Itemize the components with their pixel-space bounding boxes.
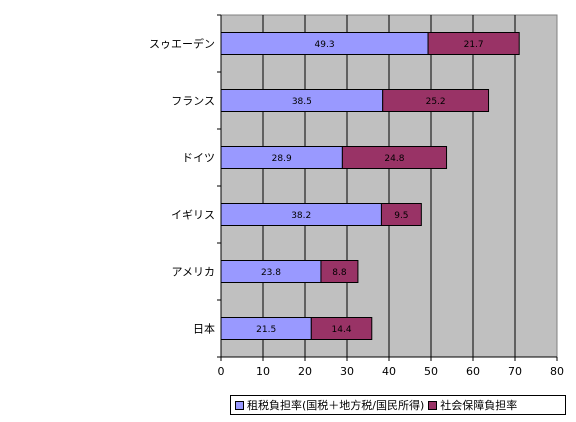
x-tick-label: 50 [424,365,438,378]
legend-label-tax: 租税負担率(国税＋地方税/国民所得) [247,399,425,412]
data-label: 9.5 [394,211,408,221]
legend-item-social: 社会保障負担率 [428,397,517,413]
legend-swatch-tax [235,400,244,410]
data-label: 21.5 [256,325,276,335]
legend-swatch-social [428,400,438,410]
bar-segment [310,317,373,340]
legend-label-social: 社会保障負担率 [440,399,518,412]
bar-segment [320,260,359,283]
x-tick-label: 40 [382,365,396,378]
x-tick-label: 70 [508,365,522,378]
x-tick-label: 0 [218,365,225,378]
data-label: 49.3 [315,40,335,50]
category-label: 日本 [193,322,215,336]
data-label: 24.8 [384,154,404,164]
data-label: 21.7 [464,40,484,50]
x-tick-label: 60 [466,365,480,378]
x-tick-label: 80 [550,365,564,378]
bar-segment [382,89,490,112]
x-tick-label: 20 [298,365,312,378]
category-label: イギリス [171,209,215,222]
legend-item-tax: 租税負担率(国税＋地方税/国民所得) [235,397,424,413]
data-label: 25.2 [426,97,446,107]
x-tick-label: 30 [340,365,354,378]
data-label: 23.8 [261,268,281,278]
data-label: 14.4 [332,325,352,335]
bar-segment [427,32,520,55]
x-tick-label: 10 [256,365,270,378]
bar-segment [341,146,448,169]
data-label: 8.8 [332,268,347,278]
data-label: 28.9 [272,154,292,164]
legend: 租税負担率(国税＋地方税/国民所得) 社会保障負担率 [230,395,566,415]
category-label: アメリカ [172,266,215,279]
data-label: 38.5 [292,97,312,107]
bar-segment [380,203,422,226]
category-label: ドイツ [182,152,215,165]
category-label: スゥエーデン [149,37,215,51]
data-label: 38.2 [291,211,311,221]
category-label: フランス [171,95,215,108]
